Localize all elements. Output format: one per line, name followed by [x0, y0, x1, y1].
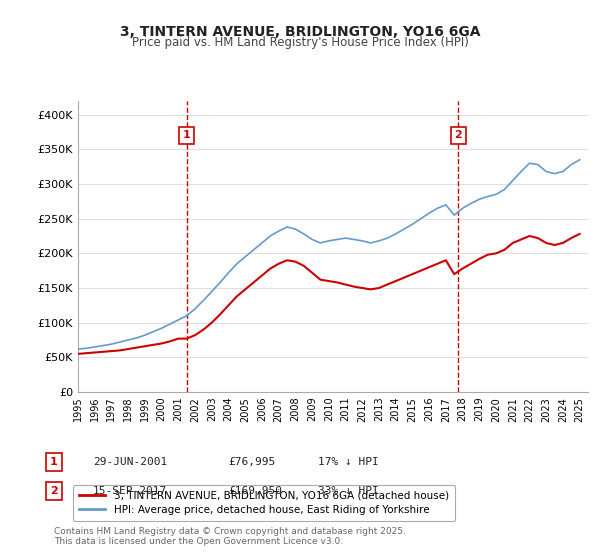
Text: Price paid vs. HM Land Registry's House Price Index (HPI): Price paid vs. HM Land Registry's House … [131, 36, 469, 49]
Text: 29-JUN-2001: 29-JUN-2001 [93, 457, 167, 467]
Text: 33% ↓ HPI: 33% ↓ HPI [318, 486, 379, 496]
Text: 1: 1 [183, 130, 191, 141]
Text: £76,995: £76,995 [228, 457, 275, 467]
Text: 2: 2 [50, 486, 58, 496]
Text: 1: 1 [50, 457, 58, 467]
Text: 2: 2 [455, 130, 462, 141]
Legend: 3, TINTERN AVENUE, BRIDLINGTON, YO16 6GA (detached house), HPI: Average price, d: 3, TINTERN AVENUE, BRIDLINGTON, YO16 6GA… [73, 484, 455, 521]
Text: 15-SEP-2017: 15-SEP-2017 [93, 486, 167, 496]
Text: £169,950: £169,950 [228, 486, 282, 496]
Text: 17% ↓ HPI: 17% ↓ HPI [318, 457, 379, 467]
Text: Contains HM Land Registry data © Crown copyright and database right 2025.
This d: Contains HM Land Registry data © Crown c… [54, 526, 406, 546]
Text: 3, TINTERN AVENUE, BRIDLINGTON, YO16 6GA: 3, TINTERN AVENUE, BRIDLINGTON, YO16 6GA [120, 25, 480, 39]
